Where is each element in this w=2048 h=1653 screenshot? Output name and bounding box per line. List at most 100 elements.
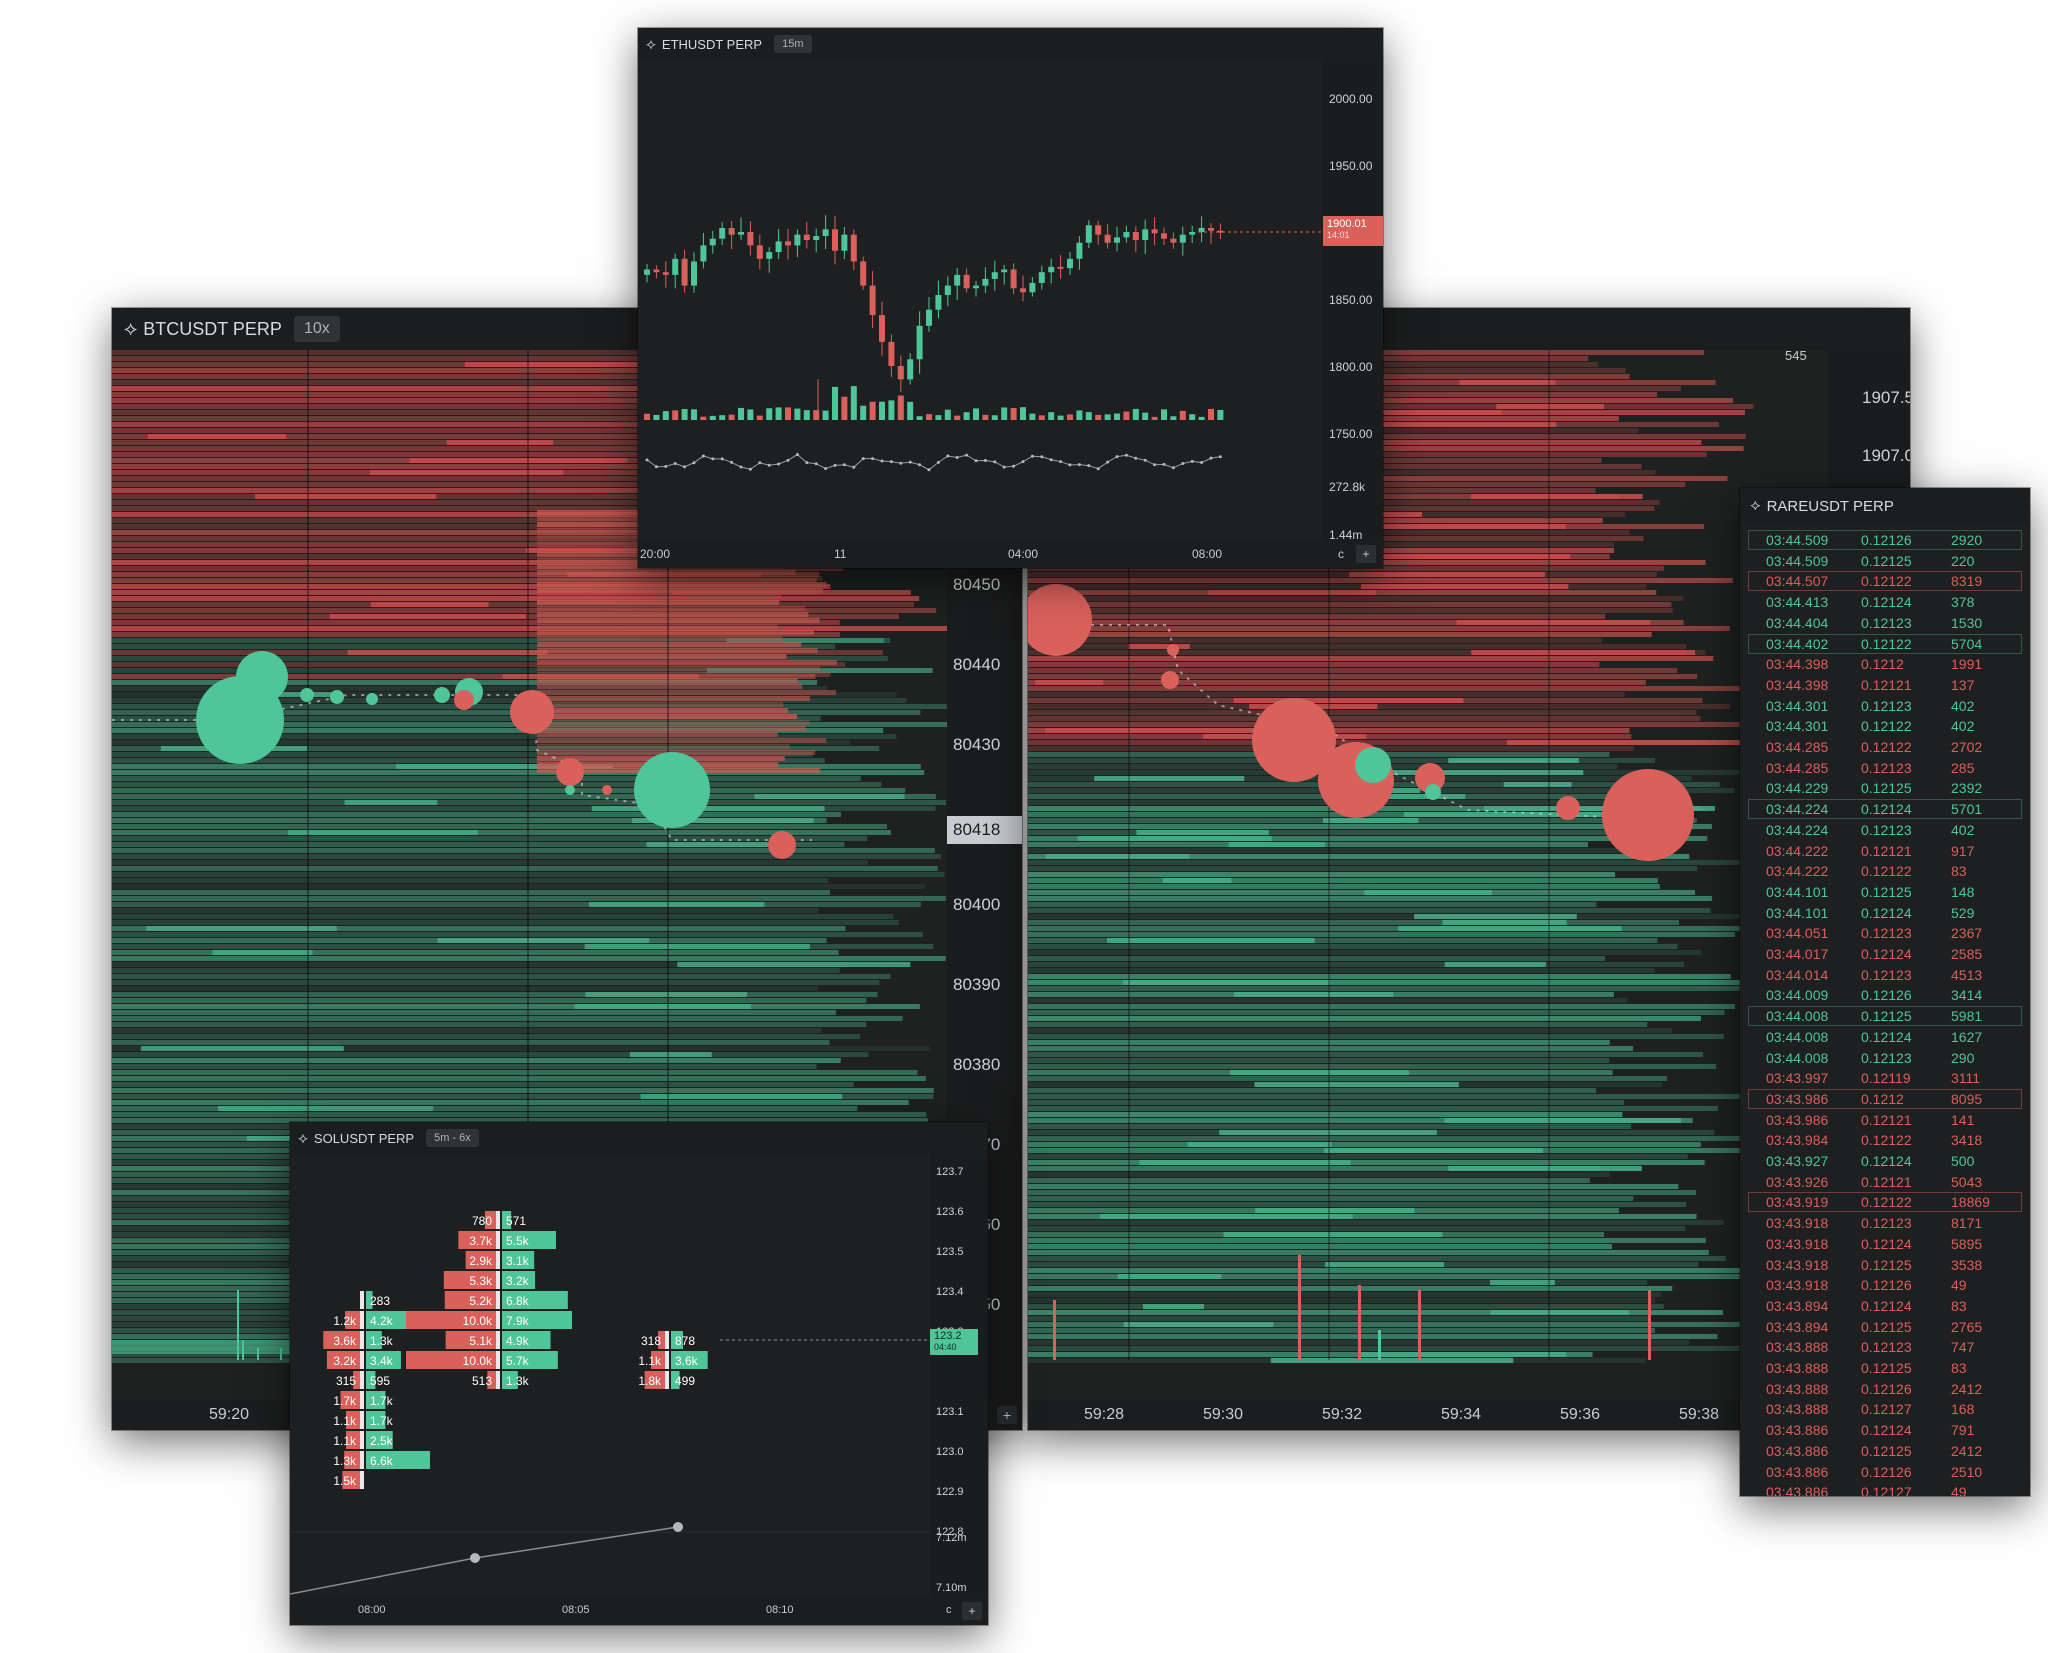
candle[interactable]	[1123, 232, 1130, 238]
timeframe-tag[interactable]: 10x	[293, 316, 340, 342]
candle[interactable]	[1095, 225, 1102, 235]
candle[interactable]	[728, 227, 735, 235]
symbol-title[interactable]: ETHUSDT PERP	[661, 36, 763, 52]
trade-row[interactable]: 03:44.222 0.12122 83	[1748, 861, 2022, 881]
eth-chart-canvas[interactable]	[638, 60, 1323, 540]
trade-row[interactable]: 03:44.509 0.12126 2920	[1748, 530, 2022, 550]
trade-bubble[interactable]	[1425, 784, 1441, 800]
candle[interactable]	[991, 272, 998, 279]
candle[interactable]	[1020, 288, 1026, 293]
trade-bubble[interactable]	[434, 687, 450, 703]
trade-row[interactable]: 03:44.101 0.12125 148	[1748, 882, 2022, 902]
trade-row[interactable]: 03:43.888 0.12126 2412	[1748, 1379, 2022, 1399]
trade-row[interactable]: 03:43.919 0.12122 18869	[1748, 1192, 2022, 1212]
trade-row[interactable]: 03:44.402 0.12122 5704	[1748, 634, 2022, 654]
trade-row[interactable]: 03:44.222 0.12121 917	[1748, 841, 2022, 861]
trade-row[interactable]: 03:44.398 0.12121 137	[1748, 675, 2022, 695]
candle[interactable]	[662, 272, 669, 275]
trade-row[interactable]: 03:43.984 0.12122 3418	[1748, 1130, 2022, 1150]
add-button[interactable]: +	[1356, 545, 1376, 563]
candle[interactable]	[794, 234, 801, 246]
candle[interactable]	[1001, 269, 1008, 273]
trade-row[interactable]: 03:44.009 0.12126 3414	[1748, 985, 2022, 1005]
trade-row[interactable]: 03:43.886 0.12125 2412	[1748, 1441, 2022, 1461]
candle[interactable]	[982, 278, 989, 286]
trade-row[interactable]: 03:44.285 0.12122 2702	[1748, 737, 2022, 757]
trade-row[interactable]: 03:44.413 0.12124 378	[1748, 592, 2022, 612]
candle[interactable]	[926, 309, 932, 326]
candle[interactable]	[738, 232, 744, 235]
candle[interactable]	[832, 229, 838, 251]
trade-bubble[interactable]	[634, 752, 710, 828]
trade-bubble[interactable]	[330, 690, 344, 704]
trade-bubble[interactable]	[236, 651, 288, 703]
candle[interactable]	[1189, 232, 1196, 235]
candle[interactable]	[766, 252, 773, 259]
trade-row[interactable]: 03:43.888 0.12125 83	[1748, 1358, 2022, 1378]
candle[interactable]	[1048, 266, 1055, 273]
candle[interactable]	[1161, 233, 1167, 239]
candle[interactable]	[681, 258, 688, 286]
trade-row[interactable]: 03:44.101 0.12124 529	[1748, 903, 2022, 923]
trade-row[interactable]: 03:43.894 0.12124 83	[1748, 1296, 2022, 1316]
candle[interactable]	[1067, 258, 1073, 269]
trade-bubble[interactable]	[1602, 769, 1694, 861]
trade-row[interactable]: 03:43.926 0.12121 5043	[1748, 1172, 2022, 1192]
candle[interactable]	[1217, 230, 1224, 233]
trade-row[interactable]: 03:44.224 0.12124 5701	[1748, 799, 2022, 819]
trade-row[interactable]: 03:43.986 0.12121 141	[1748, 1110, 2022, 1130]
trade-row[interactable]: 03:44.507 0.12122 8319	[1748, 571, 2022, 591]
trade-bubble[interactable]	[1167, 644, 1179, 656]
trade-bubble[interactable]	[1161, 671, 1179, 689]
candle[interactable]	[691, 261, 697, 286]
trade-row[interactable]: 03:43.886 0.12124 791	[1748, 1420, 2022, 1440]
trade-bubble[interactable]	[300, 688, 314, 702]
candle[interactable]	[1029, 282, 1036, 293]
trade-bubble[interactable]	[1636, 786, 1660, 810]
candle[interactable]	[644, 269, 650, 275]
candle[interactable]	[963, 274, 970, 289]
candle[interactable]	[709, 238, 716, 246]
trade-row[interactable]: 03:44.014 0.12123 4513	[1748, 965, 2022, 985]
trade-row[interactable]: 03:44.008 0.12124 1627	[1748, 1027, 2022, 1047]
candle[interactable]	[813, 236, 820, 241]
trade-row[interactable]: 03:44.008 0.12125 5981	[1748, 1006, 2022, 1026]
footprint-cluster[interactable]: 318 878 1.1k 3.6k 1.8k 499	[638, 1331, 708, 1389]
candle[interactable]	[916, 325, 923, 360]
center-button[interactable]: c	[1338, 547, 1344, 561]
candle[interactable]	[1142, 229, 1149, 241]
candle[interactable]	[888, 341, 895, 366]
eth-price-axis[interactable]: 2000.00 1950.00 1850.00 1800.00 1750.00 …	[1323, 60, 1383, 542]
trade-bubble[interactable]	[510, 690, 554, 734]
sol-price-axis[interactable]: 123.7123.6123.5123.4123.3123.1123.0122.9…	[930, 1154, 988, 1597]
candle[interactable]	[653, 269, 660, 273]
trade-row[interactable]: 03:43.927 0.12124 500	[1748, 1151, 2022, 1171]
trade-row[interactable]: 03:44.301 0.12123 402	[1748, 696, 2022, 716]
candle[interactable]	[1114, 237, 1120, 243]
symbol-title[interactable]: SOLUSDT PERP	[313, 1130, 415, 1146]
trade-bubble[interactable]	[1252, 698, 1336, 782]
candle[interactable]	[869, 285, 876, 316]
trade-bubble[interactable]	[366, 693, 378, 705]
candle[interactable]	[850, 234, 857, 262]
trade-row[interactable]: 03:43.986 0.1212 8095	[1748, 1089, 2022, 1109]
trade-row[interactable]: 03:44.398 0.1212 1991	[1748, 654, 2022, 674]
center-button[interactable]: c	[946, 1604, 952, 1616]
trade-row[interactable]: 03:44.051 0.12123 2367	[1748, 923, 2022, 943]
candle[interactable]	[775, 241, 782, 253]
candle[interactable]	[756, 245, 763, 259]
trade-row[interactable]: 03:44.509 0.12125 220	[1748, 551, 2022, 571]
sol-time-axis[interactable]: 08:00 08:05 08:10 c +	[290, 1597, 988, 1625]
sol-footprint-canvas[interactable]: 283 1.2k 4.2k 3.6k 1.3k 3.2k 3.4k 315 595 1.7k 1.7…	[290, 1154, 930, 1597]
candle[interactable]	[672, 258, 679, 275]
candle[interactable]	[1057, 266, 1064, 269]
trade-row[interactable]: 03:43.888 0.12127 168	[1748, 1399, 2022, 1419]
trade-row[interactable]: 03:43.918 0.12124 5895	[1748, 1234, 2022, 1254]
trade-row[interactable]: 03:43.886 0.12127 49	[1748, 1482, 2022, 1496]
trade-row[interactable]: 03:44.229 0.12125 2392	[1748, 778, 2022, 798]
candle[interactable]	[719, 227, 726, 239]
candle[interactable]	[1085, 225, 1092, 243]
trade-bubble[interactable]	[602, 785, 612, 795]
trade-bubble[interactable]	[1355, 747, 1391, 783]
trade-row[interactable]: 03:44.017 0.12124 2585	[1748, 944, 2022, 964]
